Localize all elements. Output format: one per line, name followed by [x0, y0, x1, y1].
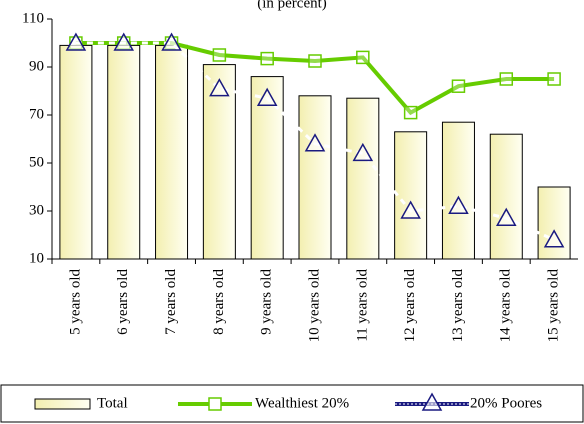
marker [308, 54, 322, 68]
marker [547, 72, 561, 86]
marker [161, 32, 182, 51]
marker [304, 133, 326, 152]
x-tick-label: 10 years old [306, 269, 322, 343]
legend-label: Wealthiest 20% [255, 395, 349, 411]
marker [256, 87, 278, 106]
marker [543, 229, 565, 248]
marker [499, 72, 514, 86]
x-tick-label: 6 years old [115, 269, 131, 335]
marker [352, 142, 374, 162]
x-tick-label: 13 years old [450, 269, 466, 343]
bar [202, 64, 236, 260]
y-tick-label: 30 [29, 202, 44, 218]
marker [209, 78, 230, 97]
x-tick-label: 11 years old [354, 269, 370, 342]
x-tick-label: 8 years old [211, 269, 227, 335]
bar [441, 121, 475, 260]
bar [346, 97, 380, 260]
legend-marker [208, 397, 222, 411]
marker [260, 51, 274, 66]
bar [394, 131, 428, 260]
legend-box [0, 384, 584, 423]
bar [59, 44, 93, 260]
marker [113, 32, 135, 51]
bar [155, 44, 189, 260]
y-tick-label: 50 [29, 154, 44, 170]
marker [495, 207, 517, 226]
legend-label: Total [97, 395, 128, 411]
y-tick-label: 70 [29, 106, 44, 122]
marker [400, 200, 421, 219]
y-tick-label: 90 [29, 58, 44, 74]
bar [489, 133, 523, 260]
legend-swatch [34, 398, 91, 410]
x-tick-label: 9 years old [259, 269, 275, 335]
x-tick-label: 12 years old [402, 269, 418, 343]
bar [107, 44, 141, 260]
marker [356, 50, 370, 65]
legend-marker [421, 392, 443, 411]
bar [298, 95, 332, 260]
x-tick-label: 15 years old [546, 269, 562, 343]
x-tick-label: 7 years old [163, 269, 179, 335]
y-tick-label: 10 [29, 250, 44, 266]
marker [65, 32, 87, 51]
bar [537, 186, 571, 260]
marker [451, 79, 466, 93]
marker [212, 48, 227, 62]
y-tick-label: 110 [22, 10, 44, 26]
x-tick-label: 5 years old [67, 269, 83, 335]
chart-subtitle: (in percent) [257, 0, 327, 11]
legend-label: 20% Poores [470, 395, 542, 411]
x-tick-label: 14 years old [498, 269, 514, 343]
marker [403, 105, 418, 120]
marker [448, 195, 469, 214]
